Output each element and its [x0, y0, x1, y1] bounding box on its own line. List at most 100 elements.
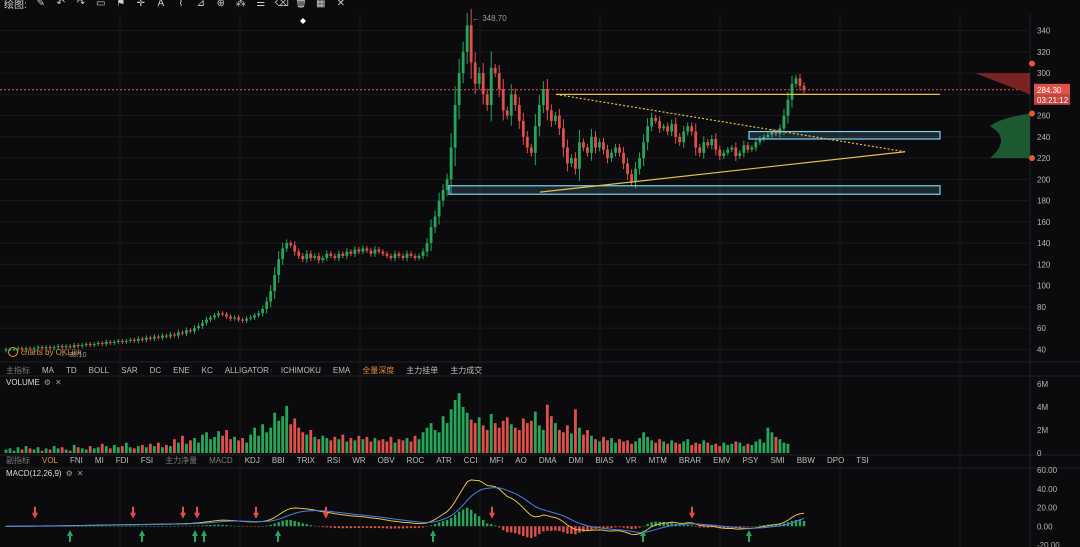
- candle-body: [566, 147, 569, 164]
- macd-histogram-bar: [798, 520, 802, 527]
- indicator-14[interactable]: ROC: [406, 455, 425, 465]
- indicator-4[interactable]: FDI: [115, 455, 129, 465]
- measure-icon[interactable]: ⊕: [216, 0, 225, 9]
- indicator-1[interactable]: MA: [42, 365, 54, 375]
- volume-bar: [385, 441, 389, 453]
- indicator-15[interactable]: ATR: [436, 455, 452, 465]
- current-price-badge: [1034, 83, 1070, 95]
- indicator-11[interactable]: RSI: [326, 455, 341, 465]
- trash-icon[interactable]: 🗑: [294, 0, 308, 9]
- redo-icon[interactable]: ↷: [76, 0, 85, 9]
- indicator-3[interactable]: BOLL: [88, 365, 110, 375]
- macd-histogram-bar: [690, 525, 693, 527]
- shape-icon[interactable]: ▭: [96, 0, 106, 9]
- indicator-2[interactable]: FNI: [70, 455, 83, 465]
- volume-bar: [533, 411, 537, 453]
- flag-icon[interactable]: ⚑: [116, 0, 126, 9]
- indicator-16[interactable]: CCI: [463, 455, 478, 465]
- indicator-24[interactable]: BRAR: [678, 455, 702, 465]
- indicator-3[interactable]: MI: [94, 455, 104, 465]
- indicator-1[interactable]: VOL: [42, 455, 59, 465]
- extra-indicator-2[interactable]: 主力成交: [450, 365, 483, 375]
- candle-body: [317, 255, 321, 261]
- candle-body: [578, 142, 581, 169]
- volume-bar: [457, 393, 461, 453]
- indicator-17[interactable]: MFI: [489, 455, 504, 465]
- candle-body: [201, 322, 204, 326]
- volume-bar: [140, 444, 144, 453]
- indicator-7[interactable]: MACD: [209, 455, 233, 465]
- indicator-5[interactable]: DC: [149, 365, 162, 375]
- indicator-6[interactable]: 主力净量: [165, 455, 198, 465]
- macd-histogram-bar: [405, 526, 409, 529]
- indicator-4[interactable]: SAR: [121, 365, 138, 375]
- close-icon[interactable]: ✕: [54, 378, 62, 387]
- settings-icon[interactable]: ⚙: [65, 469, 73, 478]
- text-icon[interactable]: A: [157, 0, 165, 9]
- candle-body: [537, 105, 541, 127]
- candle-body: [650, 117, 654, 127]
- extra-indicator-1[interactable]: 主力挂单: [406, 365, 439, 375]
- candle-body: [225, 314, 228, 317]
- indicator-13[interactable]: OBV: [377, 455, 395, 465]
- macd-histogram-bar: [253, 526, 256, 527]
- indicator-18[interactable]: AO: [515, 455, 527, 465]
- indicator-6[interactable]: ENE: [173, 365, 190, 375]
- candle-body: [505, 110, 509, 116]
- candle-body: [413, 255, 417, 258]
- close-icon[interactable]: ✕: [336, 0, 345, 9]
- price-pane[interactable]: [4, 8, 806, 353]
- table-icon[interactable]: ▦: [316, 0, 326, 9]
- macd-histogram-bar: [510, 526, 513, 533]
- indicator-20[interactable]: DMI: [568, 455, 584, 465]
- indicator-12[interactable]: WR: [352, 455, 366, 465]
- indicator-25[interactable]: EMV: [713, 455, 731, 465]
- candle-body: [269, 290, 273, 302]
- macd-histogram-bar: [121, 525, 124, 527]
- candle-body: [638, 158, 641, 169]
- indicator-10[interactable]: EMA: [332, 365, 351, 375]
- indicator-9[interactable]: BBI: [271, 455, 285, 465]
- indicator-22[interactable]: VR: [625, 455, 637, 465]
- macd-histogram-bar: [614, 526, 617, 528]
- indicator-23[interactable]: MTM: [648, 455, 667, 465]
- indicator-2[interactable]: TD: [66, 365, 77, 375]
- extra-indicator-0[interactable]: 全量深度: [362, 365, 395, 375]
- indicator-5[interactable]: FSI: [140, 455, 154, 465]
- volume-bar: [742, 446, 746, 453]
- macd-histogram-bar: [742, 526, 746, 527]
- macd-histogram-bar: [93, 526, 96, 527]
- candle-body: [598, 142, 601, 148]
- indicator-19[interactable]: DMA: [538, 455, 557, 465]
- candle-body: [610, 152, 613, 159]
- ruler-icon[interactable]: ⊿: [196, 0, 205, 9]
- indicator-21[interactable]: BIAS: [595, 455, 614, 465]
- indicator-8[interactable]: ALLIGATOR: [224, 365, 269, 375]
- volume-bar: [160, 447, 164, 453]
- indicator-29[interactable]: DPO: [826, 455, 845, 465]
- undo-icon[interactable]: ↶: [56, 0, 65, 9]
- volume-bar: [658, 439, 662, 453]
- brush-icon[interactable]: ⌇: [178, 0, 184, 9]
- settings-icon[interactable]: ⚙: [43, 378, 51, 387]
- volume-bar: [365, 436, 369, 453]
- macd-tick-label: 0.00: [1037, 522, 1053, 531]
- delete-icon[interactable]: ⌫: [274, 0, 289, 9]
- close-icon[interactable]: ✕: [76, 469, 84, 478]
- grid-icon[interactable]: ⁂: [235, 0, 246, 9]
- indicator-7[interactable]: KC: [201, 365, 213, 375]
- indicator-10[interactable]: TRIX: [296, 455, 315, 465]
- indicator-28[interactable]: BBW: [796, 455, 815, 465]
- indicator-30[interactable]: TSI: [856, 455, 869, 465]
- fib-icon[interactable]: ☰: [256, 0, 266, 9]
- indicator-8[interactable]: KDJ: [244, 455, 260, 465]
- drawing-overlays[interactable]: ← 348.70 ← 38.10: [0, 14, 1035, 359]
- indicator-9[interactable]: ICHIMOKU: [280, 365, 321, 375]
- candle-body: [144, 337, 148, 340]
- candle-body: [397, 253, 401, 256]
- indicator-26[interactable]: PSY: [742, 455, 759, 465]
- pen-icon[interactable]: ✎: [36, 0, 45, 9]
- indicator-27[interactable]: SMI: [770, 455, 785, 465]
- crosshair-icon[interactable]: ✛: [136, 0, 145, 9]
